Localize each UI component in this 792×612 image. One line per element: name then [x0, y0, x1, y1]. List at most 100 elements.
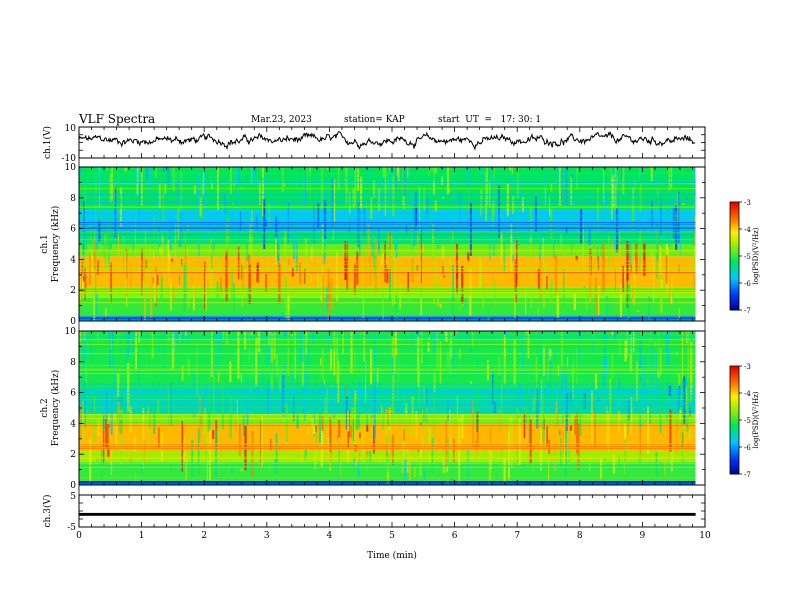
ch1-spectrogram-streak: [238, 167, 240, 184]
ch2-spectrogram-streak: [351, 406, 354, 449]
ch1-spectrogram-streak: [353, 263, 356, 295]
ch2-spectrogram-streak: [428, 385, 431, 399]
ch1-spectrogram-streak: [239, 211, 242, 231]
ch2-spectrogram-colorbar-label: log(PSD)(V²/Hz): [752, 391, 760, 448]
ch1-spectrogram-streak: [477, 167, 480, 176]
ch2-spectrogram-streak: [690, 402, 693, 412]
ch1-spectrogram-streak: [315, 194, 318, 218]
ch2-spectrogram-streak: [273, 331, 276, 360]
ch2-spectrogram-streak: [322, 347, 324, 380]
ch1-spectrogram-cells: [79, 167, 698, 321]
colorbar-segment: [730, 389, 739, 392]
ch1-spectrogram-streak: [311, 246, 313, 262]
ch2-spectrogram-streak: [404, 331, 407, 344]
ch2-spectrogram-streak: [237, 331, 240, 379]
ch2-spectrogram-line: [79, 373, 696, 374]
ch1-spectrogram-streak: [106, 167, 109, 171]
ch1-spectrogram-streak: [282, 182, 284, 185]
ch2-spectrogram-line: [79, 422, 696, 424]
colorbar-segment: [730, 290, 739, 293]
ch1-spectrogram-streak: [555, 167, 557, 178]
ch1-spectrogram-streak: [275, 238, 277, 265]
ch2-spectrogram-streak: [357, 405, 360, 426]
ch2-spectrogram-streak: [158, 427, 160, 448]
ch2-spectrogram-streak: [636, 331, 638, 356]
ch2-spectrogram-streak: [103, 416, 105, 465]
ch1-spectrogram-streak: [493, 280, 496, 309]
ch2-spectrogram-streak: [307, 428, 309, 434]
ch1-spectrogram-streak: [134, 219, 137, 257]
ch1-spectrogram-streak: [610, 167, 613, 186]
ch1-spectrogram-streak: [178, 167, 181, 188]
ch1-spectrogram-streak: [504, 167, 507, 173]
ch1-spectrogram-streak: [585, 288, 588, 311]
ch1-spectrogram-streak: [86, 190, 89, 196]
ch2-spectrogram-streak: [678, 372, 681, 386]
ch2-spectrogram-streak: [562, 431, 565, 455]
ch2-spectrogram-streak: [323, 378, 325, 386]
ch2-spectrogram-streak: [573, 349, 575, 364]
ch1-spectrogram-streak: [180, 171, 183, 211]
ch2-spectrogram-streak: [364, 361, 366, 385]
ch2-spectrogram-streak: [437, 479, 441, 481]
ch1-spectrogram-streak: [155, 236, 158, 242]
ch2-spectrogram-streak: [306, 341, 310, 389]
ch1-spectrogram-streak: [396, 313, 398, 315]
ch2-spectrogram-streak: [107, 424, 110, 458]
ch1-spectrogram-streak: [572, 167, 574, 169]
ch2-spectrogram-streak: [638, 331, 640, 351]
ch2-spectrogram-streak: [640, 368, 642, 377]
ch1-spectrogram-streak: [512, 196, 515, 214]
ch2-spectrogram-streak: [571, 415, 574, 436]
ch2-spectrogram-streak: [294, 331, 296, 379]
ch2-spectrogram-streak: [173, 331, 177, 355]
ch2-spectrogram-streak: [540, 378, 543, 424]
ch1-spectrogram-streak: [271, 203, 274, 228]
ch1-spectrogram-streak: [490, 173, 492, 220]
ch1-spectrogram-line: [79, 221, 696, 222]
ch2-spectrogram-streak: [606, 405, 608, 447]
x-tick-label: 3: [264, 531, 270, 541]
ch2-spectrogram-streak: [668, 385, 672, 397]
ch2-spectrogram-streak: [403, 429, 405, 441]
ch2-spectrogram-streak: [660, 331, 663, 338]
ch2-spectrogram-streak: [548, 331, 551, 339]
ch2-spectrogram-streak: [372, 361, 375, 372]
ch1-spectrogram-streak: [448, 167, 452, 183]
ch2-spectrogram-line: [79, 477, 696, 479]
ch2-spectrogram-streak: [265, 331, 268, 368]
ch1-spectrogram-streak: [448, 189, 451, 193]
ch2-spectrogram-streak: [235, 419, 238, 430]
ch1-spectrogram-streak: [550, 278, 553, 302]
ch1-spectrogram-streak: [608, 224, 612, 226]
ch1-spectrogram-streak: [407, 167, 410, 208]
ch2-spectrogram-streak: [467, 449, 469, 480]
ch2-spectrogram-streak: [366, 447, 369, 471]
ch2-spectrogram-streak: [629, 334, 633, 372]
ch1-spectrogram-streak: [382, 167, 385, 178]
ch2-spectrogram-streak: [670, 444, 673, 472]
ch1-spectrogram-streak: [321, 224, 324, 254]
ch2-spectrogram-streak: [634, 331, 636, 335]
ch1-spectrogram-line: [79, 302, 696, 304]
ch2-spectrogram-line: [79, 466, 696, 468]
ch2-spectrogram-streak: [240, 468, 243, 472]
ch1-spectrogram-streak: [451, 230, 454, 242]
colorbar-segment: [730, 297, 739, 300]
ch2-spectrogram-streak: [455, 331, 458, 333]
ch1-spectrogram-streak: [136, 167, 139, 196]
ch2-spectrogram-streak: [179, 331, 182, 341]
ch1-spectrogram-streak: [542, 237, 545, 268]
ch1-spectrogram-streak: [353, 297, 356, 310]
ch2-spectrogram-streak: [87, 331, 89, 335]
ch1-spectrogram-streak: [559, 272, 561, 288]
ch2-spectrogram-streak: [418, 352, 421, 359]
ch1-spectrogram-streak: [384, 167, 387, 217]
ch1-spectrogram-streak: [580, 167, 582, 182]
ch2-spectrogram-streak: [609, 378, 612, 418]
ch2-spectrogram-streak: [208, 370, 211, 392]
colorbar-segment: [730, 373, 739, 376]
ch1-spectrogram-streak: [573, 293, 576, 311]
ch2-spectrogram-streak: [417, 331, 419, 340]
ch2-spectrogram-streak: [192, 370, 194, 418]
